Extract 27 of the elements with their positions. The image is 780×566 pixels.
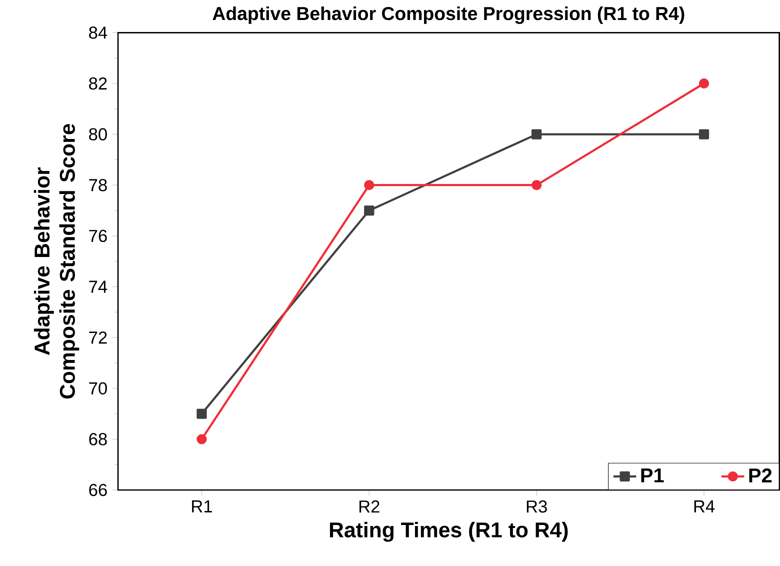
point — [364, 205, 374, 216]
y-tick-label: 68 — [89, 433, 107, 446]
x-axis-title: Rating Times (R1 to R4) — [330, 522, 568, 542]
point — [196, 408, 207, 419]
x-tick-label: R3 — [526, 500, 547, 513]
y-axis-title: Adaptive Behavior Composite Standard Score — [34, 124, 80, 399]
x-tick-label: R2 — [359, 500, 380, 512]
y-tick-label: 72 — [89, 331, 107, 344]
x-tick-label: R4 — [694, 500, 715, 512]
point — [364, 180, 374, 190]
y-tick-label: 70 — [89, 382, 107, 394]
y-tick-label: 74 — [89, 280, 108, 293]
x-tick-label: R1 — [192, 500, 212, 512]
legend-label: P2 — [749, 468, 772, 482]
point — [196, 434, 207, 444]
point — [532, 180, 542, 190]
y-tick-label: 80 — [89, 128, 107, 140]
y-tick-label: 76 — [89, 230, 107, 242]
y-tick-label: 78 — [89, 178, 107, 192]
legend-label: P1 — [641, 468, 664, 482]
y-tick-label: 66 — [89, 484, 107, 496]
y-tick-label: 84 — [89, 26, 108, 39]
point — [532, 129, 542, 140]
chart-title: Adaptive Behavior Composite Progression (R1 to R4) — [212, 6, 684, 24]
y-tick-label: 82 — [89, 77, 107, 90]
point — [698, 78, 710, 89]
point — [698, 129, 710, 140]
